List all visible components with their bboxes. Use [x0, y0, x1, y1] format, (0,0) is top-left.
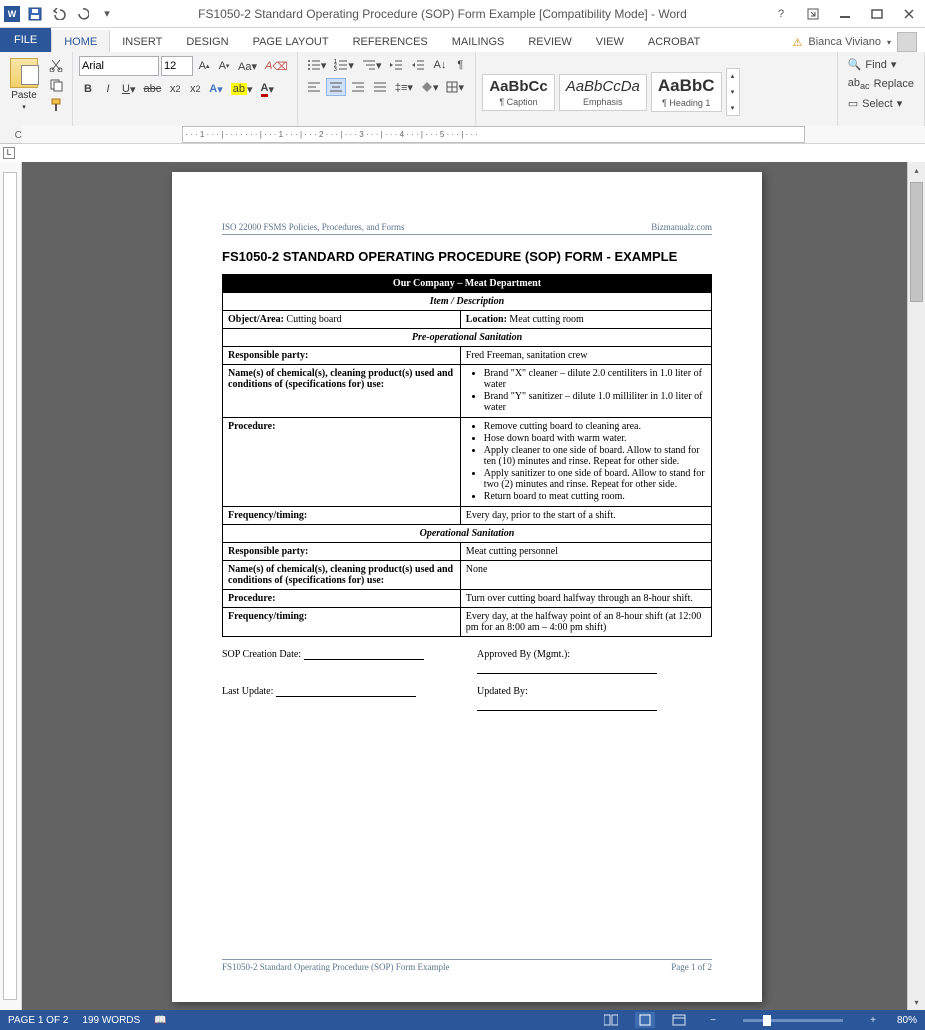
doc-header-left: ISO 22000 FSMS Policies, Procedures, and…: [222, 222, 405, 232]
paste-icon: [10, 58, 38, 88]
numbering-button[interactable]: 123▾: [331, 56, 357, 74]
italic-button[interactable]: I: [99, 80, 117, 98]
line-spacing-button[interactable]: ‡≡▾: [392, 78, 416, 96]
justify-button[interactable]: [370, 78, 390, 96]
web-layout-icon[interactable]: [669, 1012, 689, 1028]
show-marks-button[interactable]: ¶: [451, 56, 469, 74]
multilevel-button[interactable]: ▾: [359, 56, 385, 74]
tab-home[interactable]: HOME: [51, 30, 110, 52]
find-button[interactable]: 🔍Find ▾: [844, 56, 918, 73]
tab-view[interactable]: VIEW: [584, 31, 636, 52]
read-mode-icon[interactable]: [601, 1012, 621, 1028]
tab-references[interactable]: REFERENCES: [341, 31, 440, 52]
decrease-indent-button[interactable]: [386, 56, 406, 74]
doc-title: FS1050-2 STANDARD OPERATING PROCEDURE (S…: [222, 249, 712, 264]
highlight-button[interactable]: ab▾: [228, 80, 256, 98]
scroll-down-icon[interactable]: ▾: [908, 994, 925, 1010]
cut-button[interactable]: [46, 56, 66, 74]
shrink-font-button[interactable]: A▾: [215, 57, 233, 75]
vertical-scrollbar[interactable]: ▴ ▾: [907, 162, 925, 1010]
doc-header-right: Bizmanualz.com: [651, 222, 712, 232]
ribbon-options-icon[interactable]: [801, 4, 825, 24]
borders-button[interactable]: ▾: [443, 78, 467, 96]
tab-file[interactable]: FILE: [0, 28, 51, 52]
replace-icon: abac: [848, 77, 870, 91]
font-color-button[interactable]: A▾: [258, 80, 277, 98]
vertical-ruler[interactable]: [0, 162, 22, 1010]
title-bar: W ▾ FS1050-2 Standard Operating Procedur…: [0, 0, 925, 28]
user-avatar-icon: [897, 32, 917, 52]
find-icon: 🔍: [848, 58, 862, 71]
document-area[interactable]: ISO 22000 FSMS Policies, Procedures, and…: [22, 162, 907, 1010]
style-heading1[interactable]: AaBbC¶ Heading 1: [651, 72, 722, 112]
user-account[interactable]: ⚠ Bianca Viviano ▾: [793, 32, 925, 52]
replace-button[interactable]: abacReplace: [844, 75, 918, 93]
minimize-icon[interactable]: [833, 4, 857, 24]
warning-icon: ⚠: [793, 36, 803, 49]
bold-button[interactable]: B: [79, 80, 97, 98]
style-caption[interactable]: AaBbCc¶ Caption: [482, 74, 554, 111]
grow-font-button[interactable]: A▴: [195, 57, 213, 75]
proofing-icon[interactable]: 📖: [154, 1015, 166, 1026]
status-bar: PAGE 1 OF 2 199 WORDS 📖 − + 80%: [0, 1010, 925, 1030]
styles-gallery-scroll[interactable]: ▴▾▾: [726, 68, 740, 116]
tab-selector[interactable]: L: [3, 147, 15, 159]
redo-icon[interactable]: [74, 5, 92, 23]
subscript-button[interactable]: x2: [166, 80, 184, 98]
tab-design[interactable]: DESIGN: [174, 31, 240, 52]
window-title: FS1050-2 Standard Operating Procedure (S…: [116, 7, 769, 21]
word-count[interactable]: 199 WORDS: [82, 1015, 140, 1026]
format-painter-button[interactable]: [46, 96, 66, 114]
user-name: Bianca Viviano: [808, 36, 881, 48]
style-emphasis[interactable]: AaBbCcDaEmphasis: [559, 74, 647, 111]
tab-mailings[interactable]: MAILINGS: [440, 31, 517, 52]
undo-icon[interactable]: [50, 5, 68, 23]
copy-button[interactable]: [46, 76, 66, 94]
tab-acrobat[interactable]: ACROBAT: [636, 31, 712, 52]
print-layout-icon[interactable]: [635, 1012, 655, 1028]
scrollbar-thumb[interactable]: [910, 182, 923, 302]
tab-review[interactable]: REVIEW: [516, 31, 583, 52]
select-button[interactable]: ▭Select ▾: [844, 95, 918, 112]
maximize-icon[interactable]: [865, 4, 889, 24]
scroll-up-icon[interactable]: ▴: [908, 162, 925, 178]
superscript-button[interactable]: x2: [186, 80, 204, 98]
qat-customize-icon[interactable]: ▾: [98, 5, 116, 23]
sop-table: Our Company – Meat Department Item / Des…: [222, 274, 712, 637]
doc-footer-right: Page 1 of 2: [671, 962, 712, 972]
align-center-button[interactable]: [326, 78, 346, 96]
word-app-icon: W: [4, 6, 20, 22]
document-page: ISO 22000 FSMS Policies, Procedures, and…: [172, 172, 762, 1002]
horizontal-ruler[interactable]: · · · 1 · · · | · · · · · · · | · · · 1 …: [22, 126, 925, 144]
shading-button[interactable]: ▾: [418, 78, 442, 96]
ribbon-tabs: FILE HOME INSERT DESIGN PAGE LAYOUT REFE…: [0, 28, 925, 52]
select-icon: ▭: [848, 97, 858, 110]
svg-text:3: 3: [334, 67, 337, 71]
save-icon[interactable]: [26, 5, 44, 23]
zoom-level[interactable]: 80%: [897, 1015, 917, 1026]
zoom-out-button[interactable]: −: [703, 1012, 723, 1028]
increase-indent-button[interactable]: [408, 56, 428, 74]
strikethrough-button[interactable]: abc: [140, 80, 164, 98]
tab-page-layout[interactable]: PAGE LAYOUT: [241, 31, 341, 52]
text-effects-button[interactable]: A▾: [206, 80, 225, 98]
align-right-button[interactable]: [348, 78, 368, 96]
close-icon[interactable]: [897, 4, 921, 24]
sort-button[interactable]: A↓: [430, 56, 449, 74]
underline-button[interactable]: U▾: [119, 80, 138, 98]
tab-insert[interactable]: INSERT: [110, 31, 174, 52]
bullets-button[interactable]: ▾: [304, 56, 330, 74]
clear-format-button[interactable]: A⌫: [262, 57, 291, 75]
page-indicator[interactable]: PAGE 1 OF 2: [8, 1015, 68, 1026]
font-size-select[interactable]: [161, 56, 193, 76]
zoom-in-button[interactable]: +: [863, 1012, 883, 1028]
doc-footer-left: FS1050-2 Standard Operating Procedure (S…: [222, 962, 449, 972]
align-left-button[interactable]: [304, 78, 324, 96]
change-case-button[interactable]: Aa▾: [235, 57, 260, 75]
zoom-slider[interactable]: [743, 1019, 843, 1022]
help-icon[interactable]: ?: [769, 4, 793, 24]
font-name-select[interactable]: [79, 56, 159, 76]
paste-button[interactable]: Paste ▾: [6, 56, 42, 128]
